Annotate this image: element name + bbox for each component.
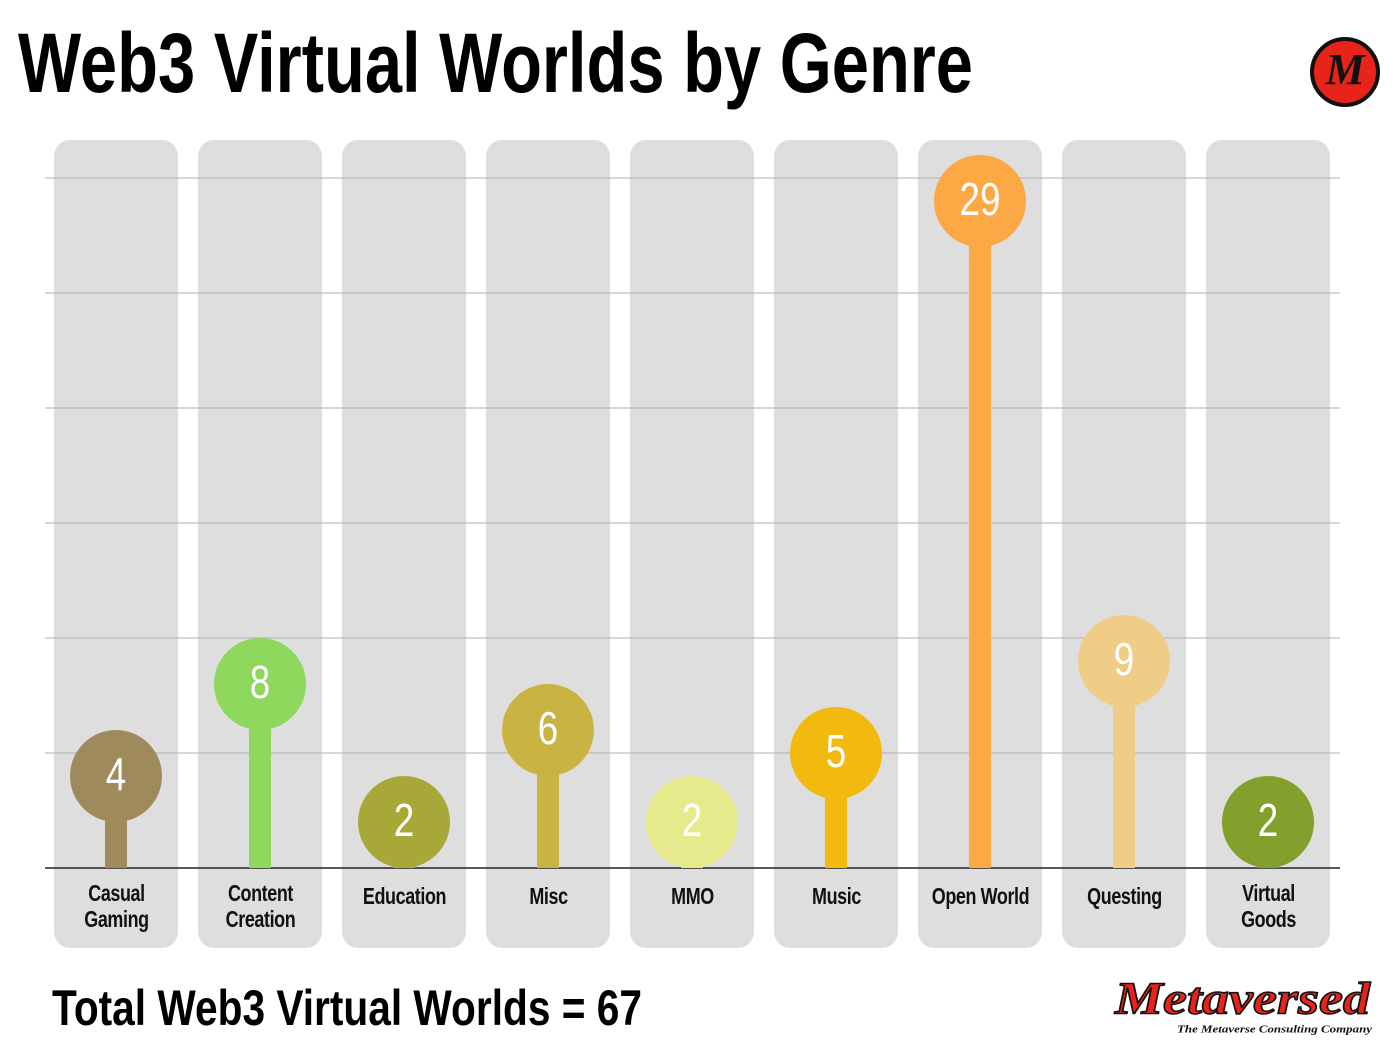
- x-tick-label: Misc: [528, 883, 568, 909]
- value-label: 9: [1114, 633, 1134, 685]
- head: [502, 684, 594, 776]
- x-tick-label: Education: [362, 883, 446, 909]
- value-label: 2: [682, 794, 702, 846]
- value-label: 5: [826, 725, 846, 777]
- head: [358, 776, 450, 868]
- footer-total: Total Web3 Virtual Worlds = 67: [52, 980, 642, 1036]
- value-label: 2: [1258, 794, 1278, 846]
- head: [1078, 615, 1170, 707]
- value-label: 2: [394, 794, 414, 846]
- brand: Metaversed: [1114, 973, 1371, 1024]
- column-panel: [1062, 140, 1186, 948]
- column-panel: [342, 140, 466, 948]
- x-tick-label: Content Creation: [225, 880, 295, 932]
- head: [934, 155, 1026, 247]
- tagline: The Metaverse Consulting Company: [1177, 1024, 1372, 1036]
- head: [214, 638, 306, 730]
- x-tick-label: MMO: [670, 883, 714, 909]
- x-tick-label: Questing: [1086, 883, 1162, 909]
- logo-letter: M: [1324, 45, 1366, 94]
- value-label: 4: [106, 748, 126, 800]
- chart-title: Web3 Virtual Worlds by Genre: [18, 16, 973, 110]
- head: [70, 730, 162, 822]
- value-label: 8: [250, 656, 270, 708]
- value-label: 6: [538, 702, 558, 754]
- value-label: 29: [960, 173, 1001, 225]
- x-tick-label: Music: [811, 883, 861, 909]
- logo-badge: [1310, 37, 1380, 107]
- head: [1222, 776, 1314, 868]
- x-tick-label: Open World: [931, 883, 1029, 909]
- head: [790, 707, 882, 799]
- stem: [969, 201, 991, 868]
- column-panel: [1206, 140, 1330, 948]
- column-panel: [630, 140, 754, 948]
- stem: [1113, 661, 1135, 868]
- column-panel: [198, 140, 322, 948]
- x-tick-label: Casual Gaming: [83, 880, 149, 932]
- stem: [249, 684, 271, 868]
- head: [646, 776, 738, 868]
- x-tick-label: Virtual Goods: [1240, 880, 1296, 932]
